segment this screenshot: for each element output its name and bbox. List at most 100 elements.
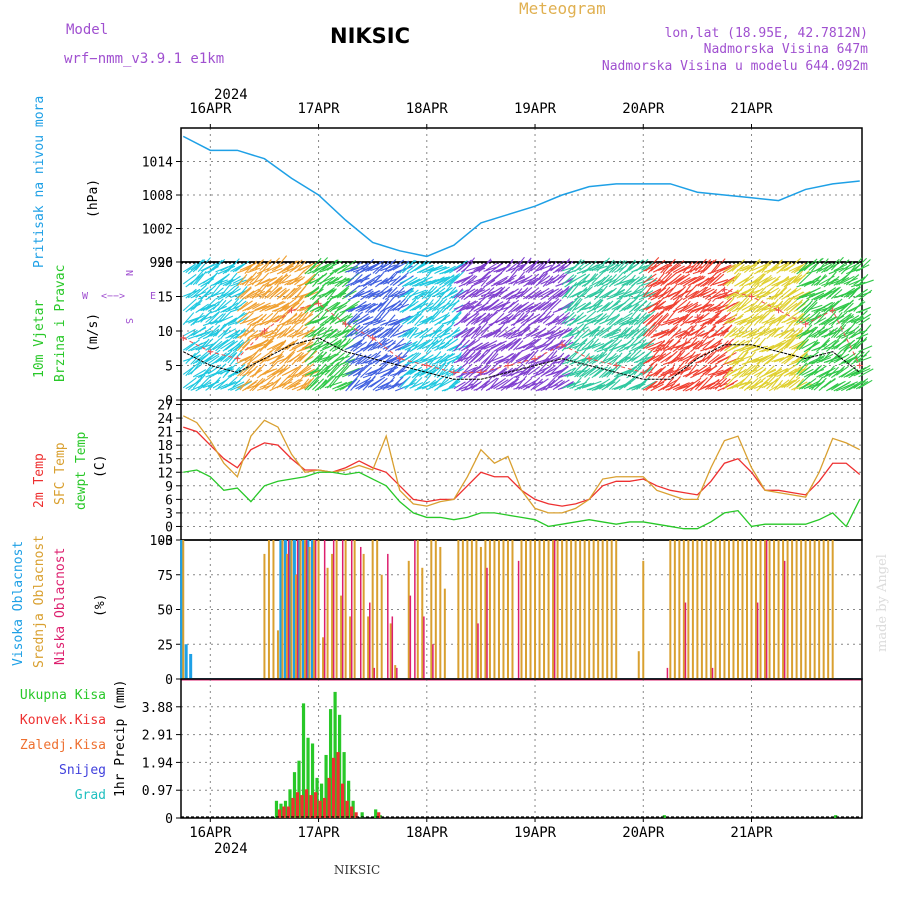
cloud-bar [574,540,577,679]
wind-barb [796,337,809,350]
wind-barb [828,335,842,350]
precip-bar [336,752,340,818]
wind-barb [736,276,750,286]
wind-barb [404,378,417,390]
wind-barb [182,312,195,325]
wind-barb [798,381,811,390]
coords-label: lon,lat (18.95E, 42.7812N) [665,26,869,41]
wind-barb [202,365,215,376]
wind-barb [460,274,474,285]
wind-barb [416,357,435,365]
wind-barb [778,327,795,339]
temp-unit-label: (C) [93,455,108,478]
wind-barb [655,300,667,310]
wind-barb [281,378,294,389]
cloud-bar [332,540,335,679]
wind-gust-marker [613,362,620,369]
wind-barb [217,299,233,312]
cloud-bar [678,540,681,679]
wind-barb [813,307,828,313]
wind-barb [259,259,272,271]
wind-barb [284,351,295,364]
wind-barb [798,272,812,285]
wind-barb [855,336,868,350]
wind-barb [522,312,535,326]
wind-barb [715,278,729,285]
wind-barb [613,283,626,297]
wind-barb [858,273,869,286]
wind-barb [515,353,531,362]
wind-barb [274,255,288,271]
wind-barb [695,340,712,350]
wind-barb [409,381,424,389]
wind-barb [584,273,597,287]
cloud-bar [313,540,316,679]
wind-barb [182,362,199,375]
cloud-bar [306,540,310,679]
wind-barb [380,286,393,297]
wind-barb [786,315,804,325]
cloud-axis-label-1: Visoka Oblacnost [11,541,26,666]
wind-barb [569,315,580,327]
date-label-top: 17APR [297,101,340,117]
wind-barb [601,259,615,275]
wind-barb [682,261,693,274]
date-label-bottom: 20APR [622,825,665,841]
precip-bar [318,800,322,818]
wind-barb [547,298,560,310]
wind-barb [838,380,852,389]
wind-barb [724,263,737,272]
wind-barb [399,376,411,389]
wind-barb [771,288,781,301]
wind-barb [566,296,580,311]
wind-barb [239,324,252,340]
wind-barb [547,375,562,388]
wind-barb [307,318,321,325]
wind-barb [709,310,723,325]
wind-barb [665,308,678,324]
wind-barb [843,381,858,389]
wind-barb [596,303,611,313]
wind-barb [490,302,507,310]
cloud-bar [421,567,424,679]
wind-barb [187,350,201,362]
wind-barb [858,379,873,389]
wind-barb [655,349,667,362]
precip-bar [331,757,336,818]
wind-barb [788,312,804,327]
wind-barb [498,377,514,390]
wind-barb [336,363,349,378]
wind-barb [419,364,434,378]
wind-barb [205,310,221,323]
wind-barb [220,282,232,297]
cloud-bar [369,602,371,679]
wind-barb [670,274,685,286]
wind-barb [284,366,299,376]
wind-barb [414,384,429,391]
wind-barb [419,295,432,310]
wind-barb [680,381,694,390]
wind-barb [301,261,316,274]
wind-barb [704,378,720,391]
wind-barb [483,377,498,389]
wind-barb [604,331,619,339]
wind-barb [657,351,672,362]
temp-line-2 [183,469,861,530]
wind-barb [210,319,224,325]
wind-barb [249,290,266,299]
wind-barb [314,257,329,271]
wind-barb [465,313,480,327]
wind-barb [475,288,491,298]
wind-barb [811,292,825,301]
wind-barb [377,337,388,349]
wind-barb [655,329,672,337]
wind-barb [571,259,582,271]
wind-barb [729,339,746,351]
wind-barb [215,313,226,326]
cloud-bar [732,540,735,679]
wind-barb [743,364,756,376]
wind-barb [574,302,586,311]
wind-barb [786,334,799,349]
wind-barb [291,296,304,310]
wind-barb [385,383,400,389]
